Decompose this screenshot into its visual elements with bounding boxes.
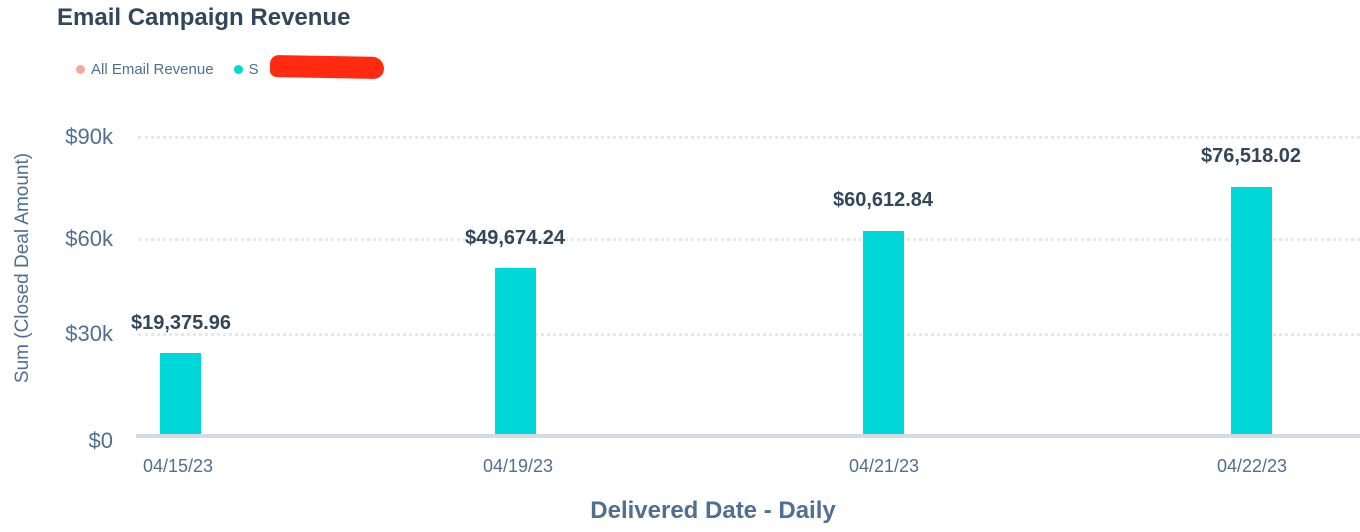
legend-item-redacted[interactable]: S: [233, 61, 259, 78]
x-tick: 04/19/23: [482, 456, 554, 476]
data-label: $76,518.02: [1200, 145, 1302, 167]
legend-dot-icon: [233, 65, 243, 74]
x-tick: 04/15/23: [142, 456, 214, 476]
x-tick: 04/21/23: [848, 456, 920, 476]
data-label: $60,612.84: [832, 189, 934, 211]
legend: All Email Revenue S: [76, 61, 279, 78]
x-axis-line: [136, 434, 1360, 438]
redaction-mark: [269, 55, 385, 79]
data-label: $19,375.96: [130, 312, 232, 334]
bar-04-22-23[interactable]: [1231, 187, 1272, 435]
legend-label: All Email Revenue: [91, 61, 214, 78]
legend-dot-icon: [76, 65, 85, 74]
x-tick: 04/22/23: [1216, 456, 1288, 476]
bar-04-15-23[interactable]: [160, 353, 201, 435]
y-axis-title: Sum (Closed Deal Amount): [12, 152, 33, 384]
y-tick: $0: [88, 428, 113, 453]
x-axis-title: Delivered Date - Daily: [590, 497, 836, 524]
y-tick: $90k: [65, 124, 113, 149]
data-label: $49,674.24: [464, 227, 566, 249]
bar-04-21-23[interactable]: [863, 231, 904, 435]
gridline: [138, 238, 1360, 241]
y-tick: $30k: [65, 321, 113, 346]
bar-04-19-23[interactable]: [495, 268, 536, 435]
chart-title: Email Campaign Revenue: [57, 4, 351, 31]
legend-item-all-email-revenue[interactable]: All Email Revenue: [76, 61, 214, 78]
y-tick: $60k: [65, 226, 113, 251]
gridline: [138, 333, 1360, 336]
gridline: [138, 136, 1360, 139]
legend-label: S: [248, 61, 259, 78]
